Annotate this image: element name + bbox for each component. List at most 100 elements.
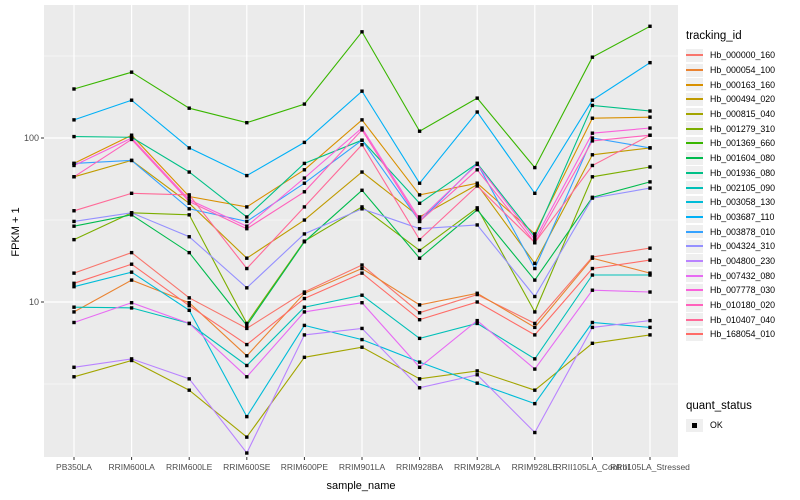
data-point — [129, 278, 134, 282]
legend-item-Hb_003878_010: Hb_003878_010 — [686, 224, 775, 239]
data-point — [187, 301, 191, 305]
data-point — [72, 219, 76, 224]
legend-line-icon — [686, 157, 703, 160]
legend-entries-quant-status: OK — [686, 418, 723, 433]
legend-line-icon — [686, 113, 703, 116]
x-tick-label: RRIM600PE — [281, 462, 329, 472]
data-point — [245, 363, 249, 368]
data-point — [360, 345, 364, 349]
x-tick-label: RRIM901LA — [339, 462, 386, 472]
data-point — [648, 24, 652, 28]
data-point — [590, 196, 595, 200]
legend-key-swatch — [686, 210, 703, 224]
data-point — [590, 256, 595, 260]
data-point — [302, 323, 307, 328]
data-point — [590, 325, 595, 330]
data-point — [533, 232, 537, 236]
data-point — [187, 213, 191, 217]
data-point — [72, 87, 76, 91]
legend-item-label: Hb_168054_010 — [710, 329, 776, 340]
data-point — [417, 256, 422, 260]
data-point — [590, 320, 595, 325]
legend-key-swatch — [686, 298, 703, 312]
panel-background — [44, 5, 678, 457]
data-point — [475, 381, 479, 385]
data-point — [129, 211, 134, 215]
legend-item-quant-OK: OK — [686, 418, 723, 433]
data-point — [590, 153, 595, 157]
data-point — [590, 116, 595, 120]
data-point — [129, 191, 134, 196]
legend-item-label: Hb_003878_010 — [710, 226, 776, 237]
legend-entries-tracking-id: Hb_000000_160 Hb_000054_100 Hb_000163_160 H… — [686, 48, 775, 342]
data-point — [187, 321, 191, 326]
data-point — [648, 186, 652, 190]
legend-line-icon — [686, 127, 703, 130]
legend-item-Hb_000815_040: Hb_000815_040 — [686, 107, 775, 122]
legend-item-label: Hb_000163_160 — [710, 79, 776, 90]
data-point — [187, 199, 191, 204]
data-point — [245, 342, 249, 347]
data-point — [129, 98, 134, 102]
legend-item-Hb_168054_010: Hb_168054_010 — [686, 327, 775, 342]
data-point — [360, 138, 364, 142]
data-point — [72, 310, 76, 314]
data-point — [245, 256, 249, 260]
legend-item-Hb_000000_160: Hb_000000_160 — [686, 48, 775, 63]
data-point — [72, 224, 76, 228]
data-point — [475, 168, 479, 172]
legend-title-quant-status: quant_status — [686, 400, 752, 412]
data-point — [72, 209, 76, 213]
legend-item-label: Hb_010407_040 — [710, 314, 776, 325]
data-point — [72, 320, 76, 325]
data-point — [648, 318, 652, 323]
legend-item-label: Hb_001369_660 — [710, 138, 776, 149]
data-point — [245, 375, 249, 379]
legend-key-swatch — [686, 195, 703, 209]
legend-item-Hb_003687_110: Hb_003687_110 — [686, 210, 775, 225]
data-point — [302, 355, 307, 360]
data-point — [360, 128, 364, 132]
data-point — [187, 303, 191, 308]
data-point — [417, 237, 422, 242]
data-point — [187, 377, 191, 381]
data-point — [475, 110, 479, 114]
data-point — [648, 60, 652, 65]
data-point — [360, 263, 364, 267]
data-point — [590, 175, 595, 179]
data-point — [590, 341, 595, 345]
x-tick-label: RRIM600SE — [223, 462, 271, 472]
data-point — [72, 281, 76, 286]
data-point — [417, 386, 422, 390]
data-point — [475, 300, 479, 304]
data-point — [590, 266, 595, 271]
data-point — [187, 250, 191, 255]
legend-line-icon — [686, 54, 703, 57]
legend-line-icon — [686, 304, 703, 307]
legend-key-swatch — [686, 48, 703, 62]
data-point — [245, 323, 249, 328]
data-point — [475, 96, 479, 100]
data-point — [302, 102, 307, 106]
x-tick-label: RRII105LA_Control — [556, 462, 630, 472]
data-point — [245, 451, 249, 455]
data-point — [72, 284, 76, 289]
legend-key-swatch — [686, 151, 703, 165]
data-point — [533, 325, 537, 330]
data-point — [302, 140, 307, 145]
data-point — [72, 237, 76, 242]
data-point — [129, 70, 134, 74]
data-point — [533, 235, 537, 239]
legend-line-icon — [686, 259, 703, 262]
legend-key-swatch — [686, 327, 703, 341]
data-point — [302, 310, 307, 314]
data-point — [590, 55, 595, 59]
data-point — [533, 165, 537, 170]
data-point — [187, 207, 191, 211]
legend-line-icon — [686, 333, 703, 336]
data-point — [475, 206, 479, 210]
legend-key-swatch — [686, 78, 703, 92]
data-point — [590, 288, 595, 292]
legend-key-swatch — [686, 269, 703, 283]
